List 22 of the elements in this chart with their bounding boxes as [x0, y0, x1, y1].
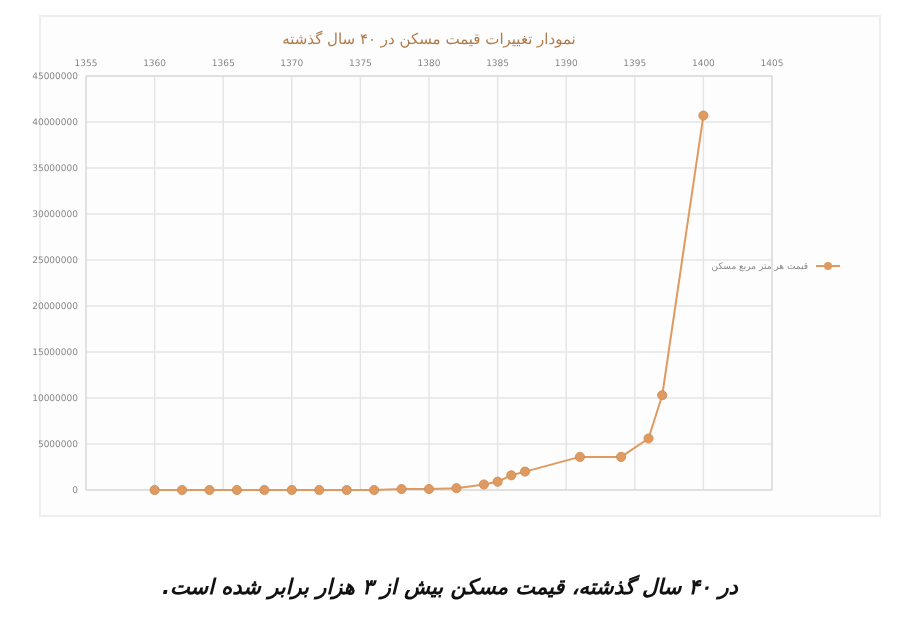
point [396, 484, 407, 495]
point [698, 110, 709, 121]
point [149, 485, 160, 495]
text: در ۴۰ سال گذشته، قیمت مسکن بیش از ۳ هزار برابر شده است. [162, 574, 739, 600]
point [643, 433, 654, 444]
point [451, 483, 462, 494]
point [204, 485, 215, 495]
point [177, 485, 188, 495]
point [314, 485, 325, 495]
point [259, 485, 270, 495]
point [231, 485, 242, 495]
point [341, 485, 352, 495]
point [369, 485, 380, 495]
point [574, 451, 585, 462]
point [657, 390, 668, 401]
point [616, 451, 627, 462]
point [506, 470, 517, 481]
point [286, 485, 297, 495]
point [478, 479, 489, 490]
point [424, 484, 434, 495]
point [492, 476, 503, 487]
point [520, 466, 531, 477]
